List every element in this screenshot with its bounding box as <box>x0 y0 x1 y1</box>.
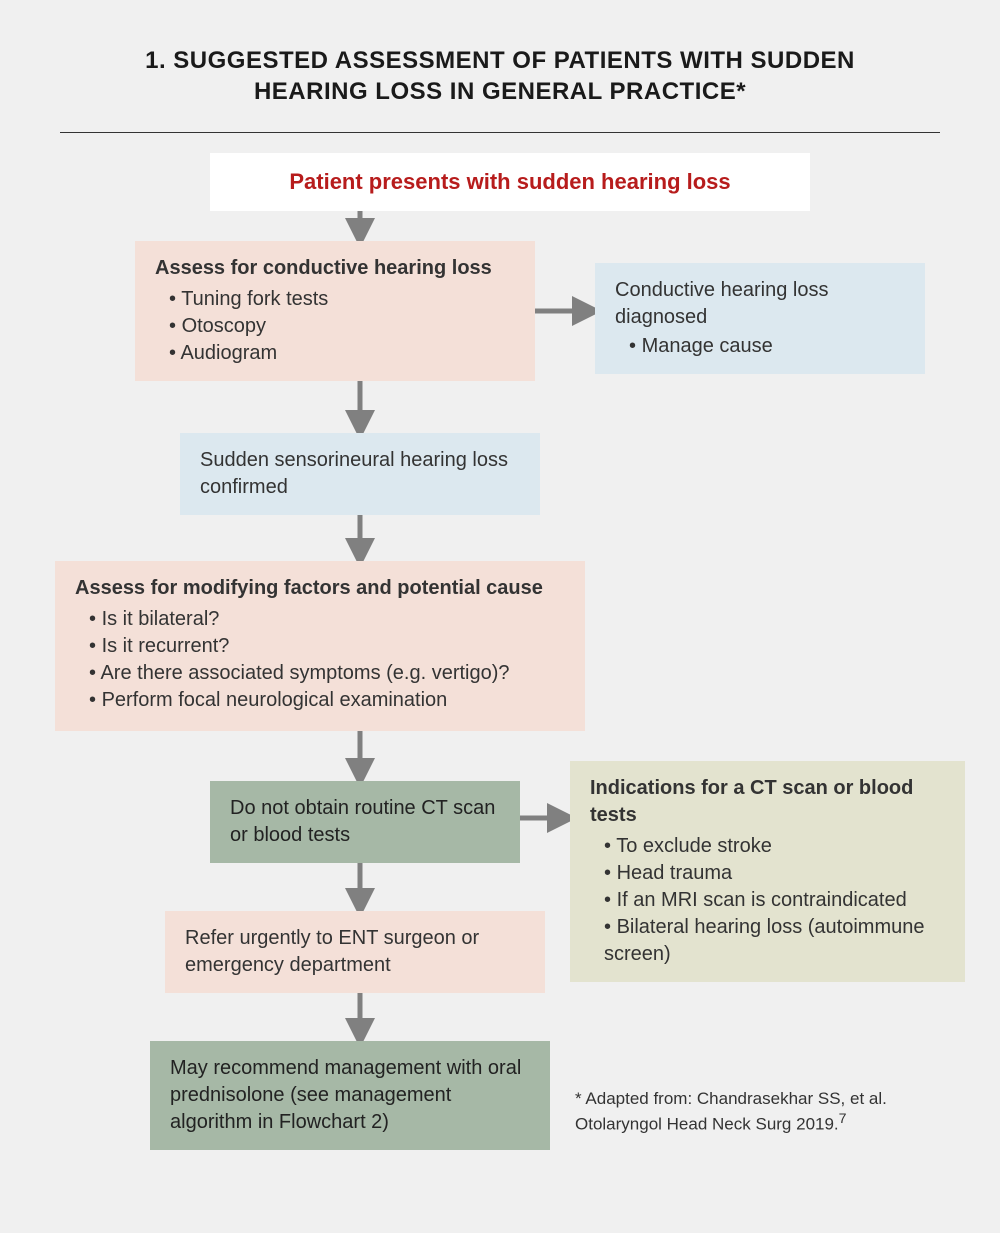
node-start: Patient presents with sudden hearing los… <box>210 153 810 211</box>
start-text: Patient presents with sudden hearing los… <box>289 169 730 194</box>
list-item: Audiogram <box>165 340 515 367</box>
flowchart-title: 1. SUGGESTED ASSESSMENT OF PATIENTS WITH… <box>100 45 900 107</box>
node-assess-conductive: Assess for conductive hearing loss Tunin… <box>135 241 535 381</box>
node-conductive-diagnosed: Conductive hearing loss diagnosed Manage… <box>595 263 925 374</box>
node-modifying-factors: Assess for modifying factors and potenti… <box>55 561 585 731</box>
cond-list: Manage cause <box>615 333 905 360</box>
noct-text: Do not obtain routine CT scan or blood t… <box>230 797 495 846</box>
node-refer: Refer urgently to ENT surgeon or emergen… <box>165 911 545 993</box>
ind-list: To exclude strokeHead traumaIf an MRI sc… <box>590 833 945 968</box>
footnote-line2: Otolaryngol Head Neck Surg 2019. <box>575 1115 839 1134</box>
mod-list: Is it bilateral?Is it recurrent?Are ther… <box>75 606 565 714</box>
list-item: Tuning fork tests <box>165 286 515 313</box>
list-item: Otoscopy <box>165 313 515 340</box>
footnote: * Adapted from: Chandrasekhar SS, et al.… <box>575 1088 887 1136</box>
node-no-ct: Do not obtain routine CT scan or blood t… <box>210 781 520 863</box>
node-ssnhl-confirmed: Sudden sensorineural hearing loss confir… <box>180 433 540 515</box>
ssnhl-text: Sudden sensorineural hearing loss confir… <box>200 449 508 498</box>
node-ct-indications: Indications for a CT scan or blood tests… <box>570 761 965 982</box>
footnote-ref: 7 <box>839 1111 847 1127</box>
list-item: Head trauma <box>600 860 945 887</box>
node-management: May recommend management with oral predn… <box>150 1041 550 1150</box>
refer-text: Refer urgently to ENT surgeon or emergen… <box>185 927 479 976</box>
manage-text: May recommend management with oral predn… <box>170 1057 521 1133</box>
list-item: Bilateral hearing loss (autoimmune scree… <box>600 914 945 968</box>
assess-list: Tuning fork testsOtoscopyAudiogram <box>155 286 515 367</box>
list-item: To exclude stroke <box>600 833 945 860</box>
list-item: If an MRI scan is contraindicated <box>600 887 945 914</box>
ind-title: Indications for a CT scan or blood tests <box>590 775 945 829</box>
list-item: Are there associated symptoms (e.g. vert… <box>85 660 565 687</box>
list-item: Manage cause <box>625 333 905 360</box>
assess-title: Assess for conductive hearing loss <box>155 255 515 282</box>
list-item: Is it recurrent? <box>85 633 565 660</box>
cond-title: Conductive hearing loss diagnosed <box>615 277 905 331</box>
flowchart-canvas: Patient presents with sudden hearing los… <box>40 133 960 1213</box>
footnote-line1: * Adapted from: Chandrasekhar SS, et al. <box>575 1089 887 1108</box>
list-item: Is it bilateral? <box>85 606 565 633</box>
list-item: Perform focal neurological examination <box>85 687 565 714</box>
mod-title: Assess for modifying factors and potenti… <box>75 575 565 602</box>
